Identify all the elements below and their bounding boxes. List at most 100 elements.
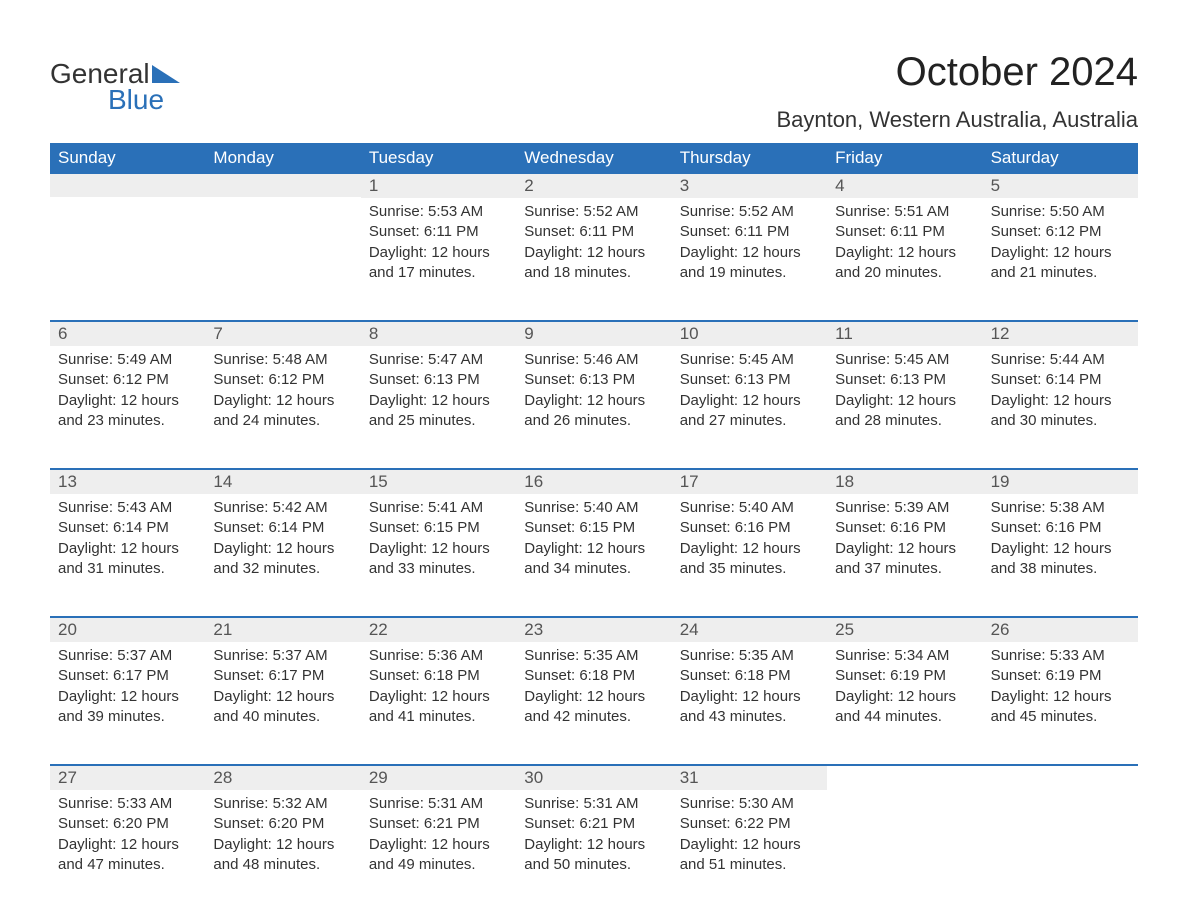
calendar-cell: 6Sunrise: 5:49 AMSunset: 6:12 PMDaylight… xyxy=(50,322,205,450)
day-number: 24 xyxy=(680,620,819,640)
sunrise-text: Sunrise: 5:47 AM xyxy=(369,350,508,370)
daylight1-text: Daylight: 12 hours xyxy=(680,835,819,855)
day-number-row: 7 xyxy=(205,322,360,346)
calendar-cell: 11Sunrise: 5:45 AMSunset: 6:13 PMDayligh… xyxy=(827,322,982,450)
day-header-sunday: Sunday xyxy=(50,143,205,174)
day-number: 1 xyxy=(369,176,508,196)
calendar-cell xyxy=(50,174,205,302)
calendar-cell: 14 Sunrise: 5:42 AMSunset: 6:14 PMDayligh… xyxy=(205,470,360,598)
day-number-row: 16 xyxy=(516,470,671,494)
day-number: 30 xyxy=(524,768,663,788)
calendar-cell: 29Sunrise: 5:31 AMSunset: 6:21 PMDayligh… xyxy=(361,766,516,894)
sunset-text: Sunset: 6:16 PM xyxy=(991,518,1130,538)
day-number: 14 xyxy=(213,472,352,492)
daylight2-text: and 21 minutes. xyxy=(991,263,1130,283)
calendar-cell: 24Sunrise: 5:35 AMSunset: 6:18 PMDayligh… xyxy=(672,618,827,746)
day-number-row: 11 xyxy=(827,322,982,346)
day-number: 3 xyxy=(680,176,819,196)
day-number-row: 23 xyxy=(516,618,671,642)
calendar-cell: 22Sunrise: 5:36 AMSunset: 6:18 PMDayligh… xyxy=(361,618,516,746)
daylight2-text: and 25 minutes. xyxy=(369,411,508,431)
daylight1-text: Daylight: 12 hours xyxy=(524,243,663,263)
daylight1-text: Daylight: 12 hours xyxy=(991,391,1130,411)
sunrise-text: Sunrise: 5:43 AM xyxy=(58,498,197,518)
day-number-row: 6 xyxy=(50,322,205,346)
day-number-row: 24 xyxy=(672,618,827,642)
daylight2-text: and 39 minutes. xyxy=(58,707,197,727)
day-number-row: 22 xyxy=(361,618,516,642)
daylight1-text: Daylight: 12 hours xyxy=(680,243,819,263)
day-number-row: 18 xyxy=(827,470,982,494)
sunset-text: Sunset: 6:14 PM xyxy=(58,518,197,538)
calendar-cell: 30Sunrise: 5:31 AMSunset: 6:21 PMDayligh… xyxy=(516,766,671,894)
daylight1-text: Daylight: 12 hours xyxy=(58,391,197,411)
day-number-row: 10 xyxy=(672,322,827,346)
day-number: 23 xyxy=(524,620,663,640)
daylight2-text: and 50 minutes. xyxy=(524,855,663,875)
day-number-row: 20 xyxy=(50,618,205,642)
location-text: Baynton, Western Australia, Australia xyxy=(776,107,1138,133)
calendar-cell: 27Sunrise: 5:33 AMSunset: 6:20 PMDayligh… xyxy=(50,766,205,894)
day-header-thursday: Thursday xyxy=(672,143,827,174)
day-number: 19 xyxy=(991,472,1130,492)
sunset-text: Sunset: 6:19 PM xyxy=(991,666,1130,686)
sunset-text: Sunset: 6:21 PM xyxy=(369,814,508,834)
day-number: 10 xyxy=(680,324,819,344)
sunrise-text: Sunrise: 5:45 AM xyxy=(680,350,819,370)
day-number: 27 xyxy=(58,768,197,788)
sunrise-text: Sunrise: 5:42 AM xyxy=(213,498,352,518)
daylight1-text: Daylight: 12 hours xyxy=(524,687,663,707)
day-number-row: 8 xyxy=(361,322,516,346)
sunset-text: Sunset: 6:14 PM xyxy=(213,518,352,538)
calendar-cell: 1Sunrise: 5:53 AMSunset: 6:11 PMDaylight… xyxy=(361,174,516,302)
calendar-cell: 28Sunrise: 5:32 AMSunset: 6:20 PMDayligh… xyxy=(205,766,360,894)
calendar-cell: 23Sunrise: 5:35 AMSunset: 6:18 PMDayligh… xyxy=(516,618,671,746)
day-number-row: 4 xyxy=(827,174,982,198)
sunrise-text: Sunrise: 5:31 AM xyxy=(524,794,663,814)
day-number-row: 15 xyxy=(361,470,516,494)
daylight2-text: and 40 minutes. xyxy=(213,707,352,727)
daylight2-text: and 38 minutes. xyxy=(991,559,1130,579)
day-number-row: 1 xyxy=(361,174,516,198)
day-number: 26 xyxy=(991,620,1130,640)
calendar-cell: 18Sunrise: 5:39 AMSunset: 6:16 PMDayligh… xyxy=(827,470,982,598)
sunset-text: Sunset: 6:18 PM xyxy=(369,666,508,686)
day-number-row: 29 xyxy=(361,766,516,790)
day-number: 15 xyxy=(369,472,508,492)
daylight1-text: Daylight: 12 hours xyxy=(524,835,663,855)
sunrise-text: Sunrise: 5:36 AM xyxy=(369,646,508,666)
calendar-cell: 20Sunrise: 5:37 AMSunset: 6:17 PMDayligh… xyxy=(50,618,205,746)
calendar-cell: 17Sunrise: 5:40 AMSunset: 6:16 PMDayligh… xyxy=(672,470,827,598)
day-number-row: 13 xyxy=(50,470,205,494)
daylight1-text: Daylight: 12 hours xyxy=(369,539,508,559)
day-number: 28 xyxy=(213,768,352,788)
logo-text-blue: Blue xyxy=(108,84,164,116)
sunrise-text: Sunrise: 5:31 AM xyxy=(369,794,508,814)
daylight2-text: and 43 minutes. xyxy=(680,707,819,727)
calendar-cell: 2Sunrise: 5:52 AMSunset: 6:11 PMDaylight… xyxy=(516,174,671,302)
calendar-cell: 16Sunrise: 5:40 AMSunset: 6:15 PMDayligh… xyxy=(516,470,671,598)
daylight1-text: Daylight: 12 hours xyxy=(58,539,197,559)
day-number: 22 xyxy=(369,620,508,640)
sunset-text: Sunset: 6:13 PM xyxy=(524,370,663,390)
daylight1-text: Daylight: 12 hours xyxy=(835,539,974,559)
sunrise-text: Sunrise: 5:41 AM xyxy=(369,498,508,518)
daylight2-text: and 45 minutes. xyxy=(991,707,1130,727)
daylight2-text: and 35 minutes. xyxy=(680,559,819,579)
daylight2-text: and 31 minutes. xyxy=(58,559,197,579)
sunset-text: Sunset: 6:11 PM xyxy=(524,222,663,242)
empty-day-row xyxy=(50,174,205,197)
daylight1-text: Daylight: 12 hours xyxy=(213,539,352,559)
day-number: 11 xyxy=(835,324,974,344)
daylight2-text: and 47 minutes. xyxy=(58,855,197,875)
sunrise-text: Sunrise: 5:49 AM xyxy=(58,350,197,370)
daylight1-text: Daylight: 12 hours xyxy=(835,391,974,411)
sunrise-text: Sunrise: 5:51 AM xyxy=(835,202,974,222)
day-number-row: 25 xyxy=(827,618,982,642)
sunrise-text: Sunrise: 5:45 AM xyxy=(835,350,974,370)
day-number-row: 30 xyxy=(516,766,671,790)
title-block: October 2024 Baynton, Western Australia,… xyxy=(776,50,1138,133)
sunset-text: Sunset: 6:13 PM xyxy=(369,370,508,390)
sunset-text: Sunset: 6:15 PM xyxy=(524,518,663,538)
day-number: 25 xyxy=(835,620,974,640)
